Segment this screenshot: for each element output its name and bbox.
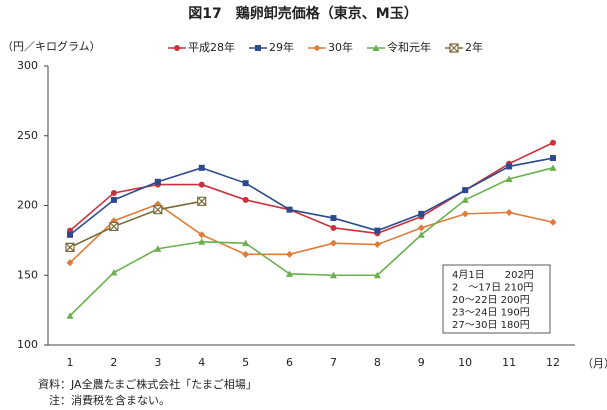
data-point <box>154 178 161 185</box>
data-point <box>154 245 162 252</box>
data-point <box>505 208 513 216</box>
footnote: 注：消費税を含まない。 <box>38 393 170 407</box>
legend-label: 30年 <box>328 40 353 54</box>
data-point <box>153 205 163 215</box>
data-point <box>198 238 206 245</box>
y-axis-label: （円／キログラム） <box>2 39 101 53</box>
data-point <box>109 221 119 232</box>
data-point <box>198 164 205 171</box>
series-line <box>69 203 554 264</box>
data-point <box>461 196 469 203</box>
x-tick-label: 12 <box>546 356 560 369</box>
data-point <box>197 196 207 206</box>
legend-label: 2年 <box>465 40 483 54</box>
x-tick-label: 5 <box>242 356 249 369</box>
x-tick-label: 4 <box>198 356 205 369</box>
data-point <box>110 189 117 196</box>
footnote: 資料：JA全農たまご株式会社「たまご相場」 <box>38 377 257 391</box>
data-point <box>330 224 337 231</box>
legend-marker <box>372 44 380 51</box>
data-point <box>549 218 557 226</box>
data-point <box>373 241 381 249</box>
data-point <box>462 187 469 194</box>
data-point <box>550 155 556 162</box>
data-point <box>417 231 425 238</box>
data-point <box>286 206 293 213</box>
data-point <box>65 242 75 252</box>
y-tick-label: 250 <box>17 129 38 142</box>
x-axis-label: （月） <box>582 357 607 370</box>
y-tick-label: 100 <box>17 338 38 351</box>
data-point <box>242 180 249 187</box>
annotation-text: 4月1日 202円 <box>452 269 534 281</box>
data-point <box>550 139 556 146</box>
legend-marker <box>174 45 180 51</box>
data-point <box>286 250 294 258</box>
legend-marker <box>449 43 459 53</box>
data-point <box>506 163 513 170</box>
legend-label: 平成28年 <box>188 40 235 54</box>
x-tick-label: 6 <box>286 356 293 369</box>
annotation-text: 20～22日 200円 <box>452 295 530 306</box>
x-tick-label: 11 <box>502 356 516 369</box>
y-tick-label: 150 <box>17 268 38 281</box>
data-point <box>329 239 337 247</box>
legend-marker <box>255 45 261 51</box>
x-tick-label: 7 <box>330 356 337 369</box>
annotation-text: 2 ～17日 210円 <box>452 283 533 294</box>
legend-label: 29年 <box>269 40 294 54</box>
data-point <box>286 270 294 277</box>
legend-label: 令和元年 <box>387 40 431 54</box>
chart-title: 図17 鶏卵卸売価格（東京、M玉） <box>188 5 417 22</box>
x-tick-label: 3 <box>154 356 161 369</box>
data-point <box>242 239 250 247</box>
x-tick-label: 2 <box>110 356 117 369</box>
series-line <box>69 200 202 249</box>
data-point <box>242 250 250 258</box>
series-line <box>69 167 554 317</box>
data-point <box>66 259 74 267</box>
data-point <box>417 224 425 232</box>
data-point <box>110 268 118 276</box>
x-tick-label: 1 <box>67 356 74 369</box>
data-point <box>110 196 117 203</box>
x-tick-label: 8 <box>374 356 381 369</box>
series-line <box>69 157 554 236</box>
x-tick-label: 10 <box>458 356 472 369</box>
data-point <box>198 231 206 239</box>
annotation-text: 23～24日 190円 <box>452 308 530 319</box>
data-point <box>505 175 513 182</box>
x-tick-label: 9 <box>418 356 425 369</box>
data-point <box>373 271 381 279</box>
data-point <box>549 164 557 171</box>
data-point <box>198 181 205 188</box>
legend-marker <box>313 44 321 52</box>
data-point <box>330 215 337 222</box>
y-tick-label: 300 <box>17 59 38 72</box>
data-point <box>374 227 381 234</box>
data-point <box>67 231 73 238</box>
data-point <box>66 312 74 319</box>
data-point <box>329 271 337 279</box>
y-tick-label: 200 <box>17 199 38 212</box>
annotation-text: 27～30日 180円 <box>452 320 530 331</box>
annotation-box <box>442 264 551 334</box>
data-point <box>461 210 469 218</box>
data-point <box>242 196 249 203</box>
data-point <box>418 210 425 217</box>
